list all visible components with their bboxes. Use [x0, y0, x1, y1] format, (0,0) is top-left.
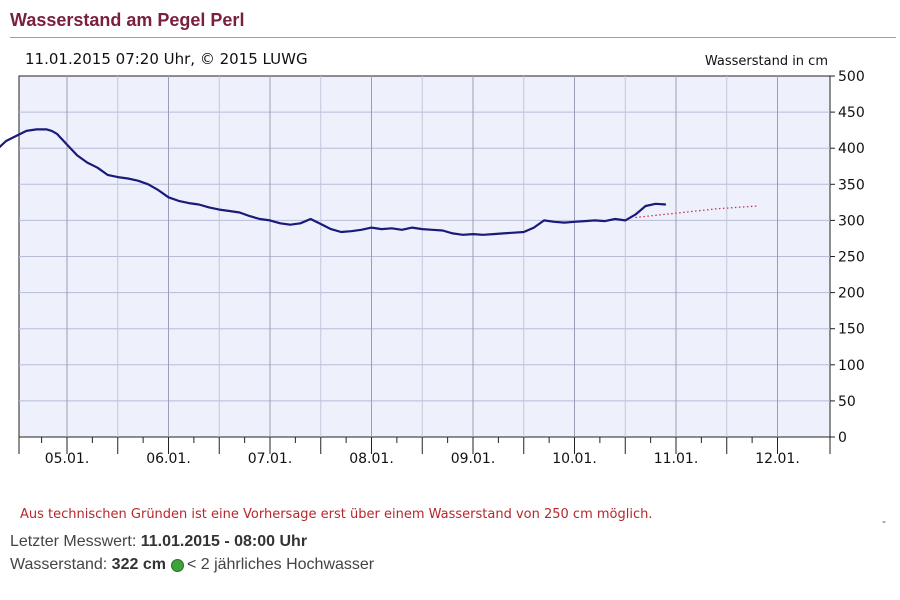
flood-status-text: < 2 jährliches Hochwasser [186, 556, 375, 573]
forecast-series-line [635, 205, 758, 219]
y-tick-label: 100 [838, 358, 865, 374]
chart-y-unit-label: Wasserstand in cm [705, 54, 828, 69]
chart-timestamp-copyright: 11.01.2015 07:20 Uhr, © 2015 LUWG [25, 50, 308, 68]
y-tick-label: 250 [838, 250, 865, 266]
y-tick-label: 450 [838, 105, 865, 121]
y-tick-label: 50 [838, 394, 856, 410]
measured-series-line [0, 128, 666, 236]
y-tick-label: 350 [838, 177, 865, 193]
grid-lines [19, 76, 830, 437]
last-measurement-row: Letzter Messwert: 11.01.2015 - 08:00 Uhr [10, 533, 307, 551]
last-measurement-label: Letzter Messwert: [10, 533, 137, 550]
title-divider [10, 37, 896, 38]
x-tick-label: 10.01. [552, 451, 597, 467]
x-tick-label: 08.01. [349, 451, 394, 467]
forecast-notice: Aus technischen Gründen ist eine Vorhers… [20, 507, 653, 522]
last-measurement-value: 11.01.2015 - 08:00 Uhr [140, 533, 308, 550]
x-tick-label: 07.01. [248, 451, 293, 467]
y-tick-label: 0 [838, 430, 847, 446]
water-level-label: Wasserstand: [10, 556, 108, 573]
y-tick-label: 400 [838, 141, 865, 157]
y-tick-label: 150 [838, 322, 865, 338]
y-tick-label: 500 [838, 69, 865, 85]
x-tick-label: 09.01. [451, 451, 496, 467]
x-tick-label: 06.01. [146, 451, 191, 467]
axes: 0 50 100 150 200 250 300 350 400 450 500 05.01. 06.0… [18, 69, 865, 467]
x-tick-label: 05.01. [45, 451, 90, 467]
water-level-value: 322 cm [111, 556, 166, 573]
x-tick-label: 12.01. [755, 451, 800, 467]
x-tick-label: 11.01. [654, 451, 699, 467]
page-title: Wasserstand am Pegel Perl [10, 10, 245, 30]
status-indicator-icon [170, 558, 184, 572]
water-level-row: Wasserstand: 322 cm < 2 jährliches Hochw… [10, 556, 374, 574]
y-tick-label: 300 [838, 213, 865, 229]
series-lines [0, 128, 758, 236]
dash-mark: - [882, 514, 886, 528]
y-tick-label: 200 [838, 286, 865, 302]
water-level-chart: 11.01.2015 07:20 Uhr, © 2015 LUWG Wasser… [0, 50, 865, 467]
